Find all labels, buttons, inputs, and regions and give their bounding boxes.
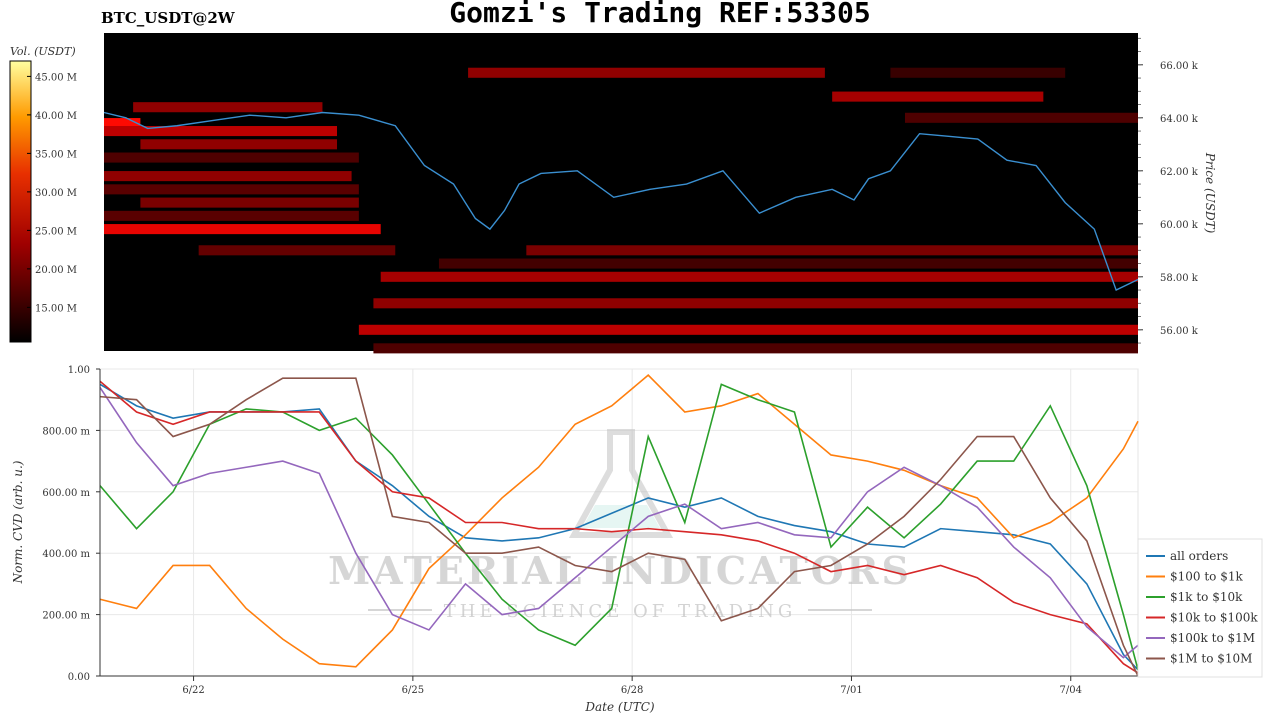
watermark-sub: THE SCIENCE OF TRADING xyxy=(444,601,797,622)
heatmap-band xyxy=(104,210,359,221)
heatmap-band xyxy=(104,224,381,235)
heatmap-band xyxy=(198,245,396,256)
heatmap-band xyxy=(526,245,1138,256)
cvd-y-tick-label: 600.00 m xyxy=(42,488,90,499)
cvd-line-r1m_10m xyxy=(99,377,1139,677)
cvd-y-tick-label: 0.00 xyxy=(68,672,90,683)
cvd-line-r10k_100k xyxy=(99,380,1139,674)
heatmap-band xyxy=(468,67,825,78)
heatmap-band xyxy=(104,126,338,137)
price-tick-label: 60.00 k xyxy=(1160,220,1199,231)
colorbar-tick-label: 30.00 M xyxy=(35,188,77,199)
watermark-main: MATERIAL INDICATORS xyxy=(328,548,912,593)
colorbar-tick-label: 20.00 M xyxy=(35,265,77,276)
legend-label-all_orders: all orders xyxy=(1170,549,1228,563)
heatmap-band xyxy=(358,324,1139,335)
colorbar-tick-label: 40.00 M xyxy=(35,111,77,122)
heatmap-band xyxy=(373,343,1138,354)
heatmap-band xyxy=(140,139,338,150)
price-tick-label: 56.00 k xyxy=(1160,326,1199,337)
heatmap-band xyxy=(904,112,1138,123)
cvd-y-tick-label: 800.00 m xyxy=(42,426,90,437)
heatmap-band xyxy=(373,298,1138,309)
colorbar-tick-label: 35.00 M xyxy=(35,149,77,160)
heatmap-bands xyxy=(104,67,1139,354)
chart-title: Gomzi's Trading REF:53305 xyxy=(449,0,871,29)
cvd-x-tick-label: 6/25 xyxy=(402,685,424,696)
heatmap-band xyxy=(832,91,1044,102)
cvd-x-axis-label: Date (UTC) xyxy=(584,700,654,714)
cvd-y-ticks: 1.00 800.00 m 600.00 m 400.00 m 200.00 m 0.00 xyxy=(42,365,101,683)
legend-label-r100_1k: $100 to $1k xyxy=(1170,570,1243,584)
symbol-label: BTC_USDT@2W xyxy=(101,9,235,27)
colorbar-label: Vol. (USDT) xyxy=(10,45,76,58)
cvd-x-tick-label: 7/04 xyxy=(1060,685,1082,696)
cvd-x-tick-label: 6/22 xyxy=(182,685,204,696)
cvd-y-tick-label: 200.00 m xyxy=(42,611,90,622)
heatmap-band xyxy=(104,118,141,129)
heatmap-band xyxy=(380,271,1138,282)
legend-box xyxy=(1137,538,1263,678)
heatmap-band xyxy=(104,184,359,195)
heatmap-band xyxy=(104,171,352,182)
cvd-x-tick-label: 7/01 xyxy=(840,685,862,696)
legend-label-r1k_10k: $1k to $10k xyxy=(1170,590,1243,604)
legend-label-r10k_100k: $10k to $100k xyxy=(1170,611,1258,625)
heatmap-band xyxy=(438,258,1138,269)
heatmap-band xyxy=(104,152,359,163)
price-line xyxy=(103,111,1139,292)
heatmap-band xyxy=(140,197,359,208)
cvd-line-r100_1k xyxy=(99,374,1139,668)
legend-label-r100k_1m: $100k to $1M xyxy=(1170,631,1255,645)
cvd-line-r100k_1m xyxy=(99,386,1139,659)
price-tick-label: 62.00 k xyxy=(1160,167,1199,178)
price-tick-label: 64.00 k xyxy=(1160,114,1199,125)
price-axis-label: Price (USDT) xyxy=(1203,152,1217,234)
cvd-x-ticks: 6/22 6/25 6/28 7/01 7/04 xyxy=(100,675,1138,696)
cvd-y-axis-label: Norm. CVD (arb. u.) xyxy=(11,460,25,584)
colorbar-tick-label: 15.00 M xyxy=(35,303,77,314)
heatmap-band xyxy=(890,67,1066,78)
colorbar xyxy=(9,60,32,343)
legend-label-r1m_10m: $1M to $10M xyxy=(1170,652,1252,666)
price-tick-label: 66.00 k xyxy=(1160,61,1199,72)
colorbar-tick-label: 45.00 M xyxy=(35,72,77,83)
price-tick-label: 58.00 k xyxy=(1160,273,1199,284)
cvd-y-tick-label: 1.00 xyxy=(68,365,90,376)
colorbar-tick-label: 25.00 M xyxy=(35,226,77,237)
legend: all orders $100 to $1k $1k to $10k $10k to … xyxy=(1146,549,1258,666)
cvd-lines xyxy=(99,374,1139,677)
heatmap-band xyxy=(133,102,323,113)
price-axis-ticks: 66.00 k 64.00 k 62.00 k 60.00 k 58.00 k 56.00… xyxy=(1138,37,1199,344)
colorbar-ticks: 45.00 M 40.00 M 35.00 M 30.00 M 25.00 M 20.00… xyxy=(27,72,77,314)
cvd-y-tick-label: 400.00 m xyxy=(42,549,90,560)
cvd-x-tick-label: 6/28 xyxy=(621,685,643,696)
